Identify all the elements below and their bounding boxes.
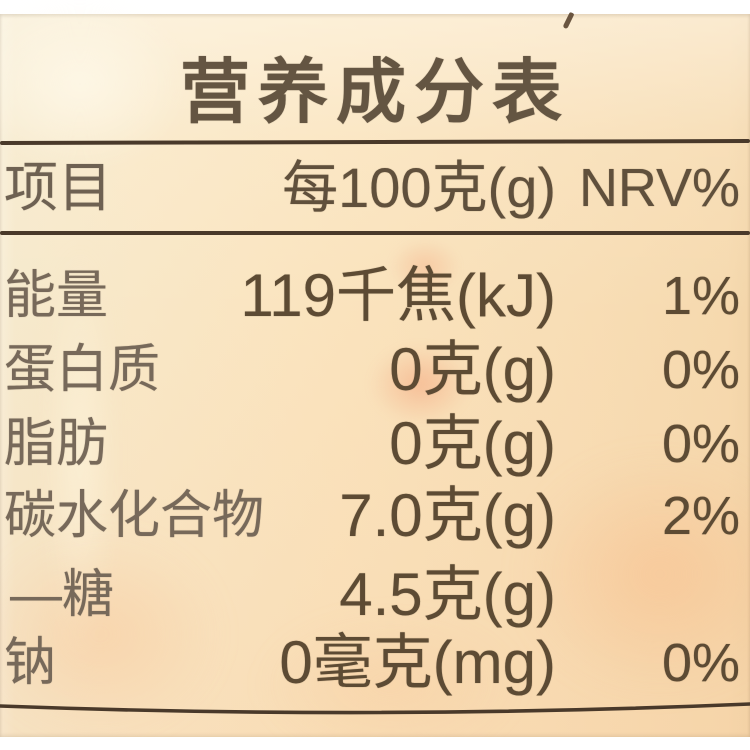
row-nrv: 1% [661,266,740,326]
row-label: 能量 [4,267,109,325]
table-row-carbohydrate: 碳水化合物 7.0克(g) 2% [0,484,750,548]
header-item-column: 项目 [4,158,112,218]
table-row-protein: 蛋白质 0克(g) 0% [0,338,750,402]
table-row-energy: 能量 119千焦(kJ) 1% [0,264,750,328]
row-value: 0克(g) [389,410,556,477]
row-label: 钠 [4,634,57,692]
row-value: 119千焦(kJ) [240,262,556,329]
header-per-100g-column: 每100克(g) [282,156,556,219]
row-label: —糖 [10,566,115,624]
row-nrv: 0% [661,340,740,400]
photo-bottom-margin [0,737,750,750]
row-label: 蛋白质 [4,341,161,399]
table-row-sugar: —糖 4.5克(g) [0,563,750,627]
table-header-row: 项目 每100克(g) NRV% [0,156,750,220]
header-nrv-column: NRV% [578,158,740,218]
row-value: 0毫克(mg) [279,629,556,696]
horizontal-rule-top [0,139,750,145]
row-value: 4.5克(g) [339,561,556,628]
horizontal-rule-header [0,231,750,235]
print-speck [562,11,575,30]
photo-top-margin [0,0,750,14]
row-nrv: 0% [661,633,740,693]
table-row-sodium: 钠 0毫克(mg) 0% [0,631,750,695]
row-nrv: 0% [661,414,740,474]
horizontal-rule-bottom [0,702,750,715]
table-title: 营养成分表 [180,53,570,131]
row-value: 7.0克(g) [339,482,556,549]
row-label: 脂肪 [4,415,109,473]
row-value: 0克(g) [389,336,556,403]
row-label: 碳水化合物 [4,487,265,545]
table-row-fat: 脂肪 0克(g) 0% [0,412,750,476]
row-nrv: 2% [661,486,740,546]
